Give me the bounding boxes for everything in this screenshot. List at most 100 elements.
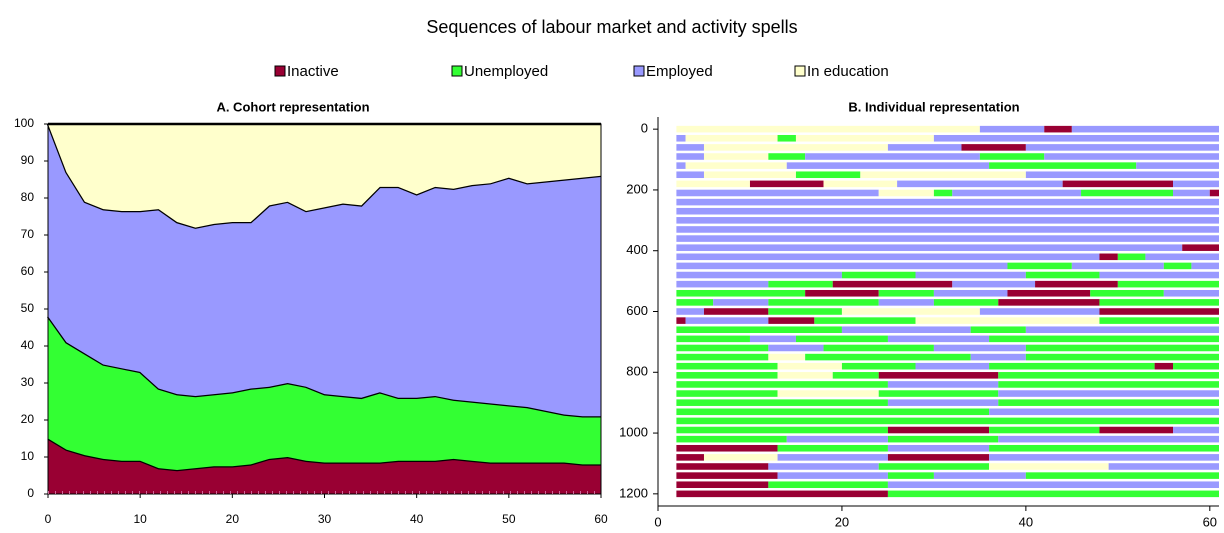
spell [676,444,778,452]
spell [1117,253,1146,261]
spell [805,289,879,297]
spell [676,326,842,334]
spell [933,134,1219,142]
spell [703,454,778,461]
spell [989,162,1137,169]
spell [1025,353,1219,361]
spell [887,335,990,343]
spell [1025,271,1100,279]
spell [989,362,1155,370]
spell [887,444,990,452]
area [48,124,601,417]
spell [676,362,778,370]
spell [933,472,1026,479]
spell [878,189,934,197]
spell [998,381,1219,388]
spell [832,372,879,379]
spell [1173,362,1219,370]
legend-swatch [794,65,806,77]
spell [676,463,769,470]
spell [676,353,769,361]
spell [989,444,1219,452]
spell [768,153,806,160]
spell [703,171,796,179]
y-tick-label: 90 [21,153,35,167]
x-tick-label: 40 [1019,514,1033,529]
spell [878,289,934,297]
spell [1025,344,1219,352]
spell [841,326,971,334]
y-tick-label: 600 [626,303,648,318]
spell [676,171,704,179]
spell [989,454,1219,461]
spell [676,454,704,461]
spell [887,472,934,479]
spell [887,144,962,151]
legend-label: Inactive [287,63,339,80]
spell [676,289,806,297]
spell [676,317,686,324]
y-tick-label: 1200 [619,485,648,500]
spell [1025,144,1219,151]
spell [777,134,796,142]
spell [1081,189,1174,197]
spell [676,472,778,479]
spell [768,299,879,306]
x-tick-label: 40 [410,512,424,526]
spell [841,271,916,279]
spell [1191,262,1219,270]
spell [1108,463,1219,470]
spell [676,207,1219,215]
spell [768,481,888,489]
spell [887,435,999,443]
spell [676,253,1100,261]
spell [1044,125,1072,133]
spell [1099,317,1219,324]
spell [768,280,833,288]
spell [676,344,769,352]
legend-label: Employed [646,63,713,80]
spell [676,198,1219,206]
spell [676,408,990,416]
spell [1154,362,1174,370]
spell [777,454,888,461]
spell [933,289,1008,297]
spell [676,144,704,151]
spell [989,426,1100,434]
legend-swatch [274,65,286,77]
spell [887,490,1219,498]
spell [814,317,916,324]
spell [915,317,1100,324]
spell [970,326,1026,334]
spell [887,381,999,388]
y-tick-label: 10 [21,449,35,463]
spell [1007,262,1072,270]
spell [786,435,888,443]
spell [685,134,778,142]
spell [933,299,999,306]
x-tick-label: 0 [654,514,661,529]
spell [1025,326,1219,334]
spell [676,280,769,288]
x-tick-label: 60 [1203,514,1217,529]
spell [749,335,796,343]
spell [1025,171,1219,179]
spell [1163,289,1219,297]
spell [998,299,1100,306]
spell [795,335,888,343]
spell [676,417,1219,425]
spell [676,426,888,434]
spell [676,244,1183,251]
spell [676,189,879,197]
panel-title: B. Individual representation [848,99,1019,114]
spell [676,235,1219,242]
y-tick-label: 100 [14,116,34,130]
spell [961,144,1026,151]
spell [703,144,888,151]
spell [676,125,980,133]
spell [1071,262,1164,270]
panel-title: A. Cohort representation [216,99,369,114]
spell [998,435,1219,443]
spell [887,481,1219,489]
